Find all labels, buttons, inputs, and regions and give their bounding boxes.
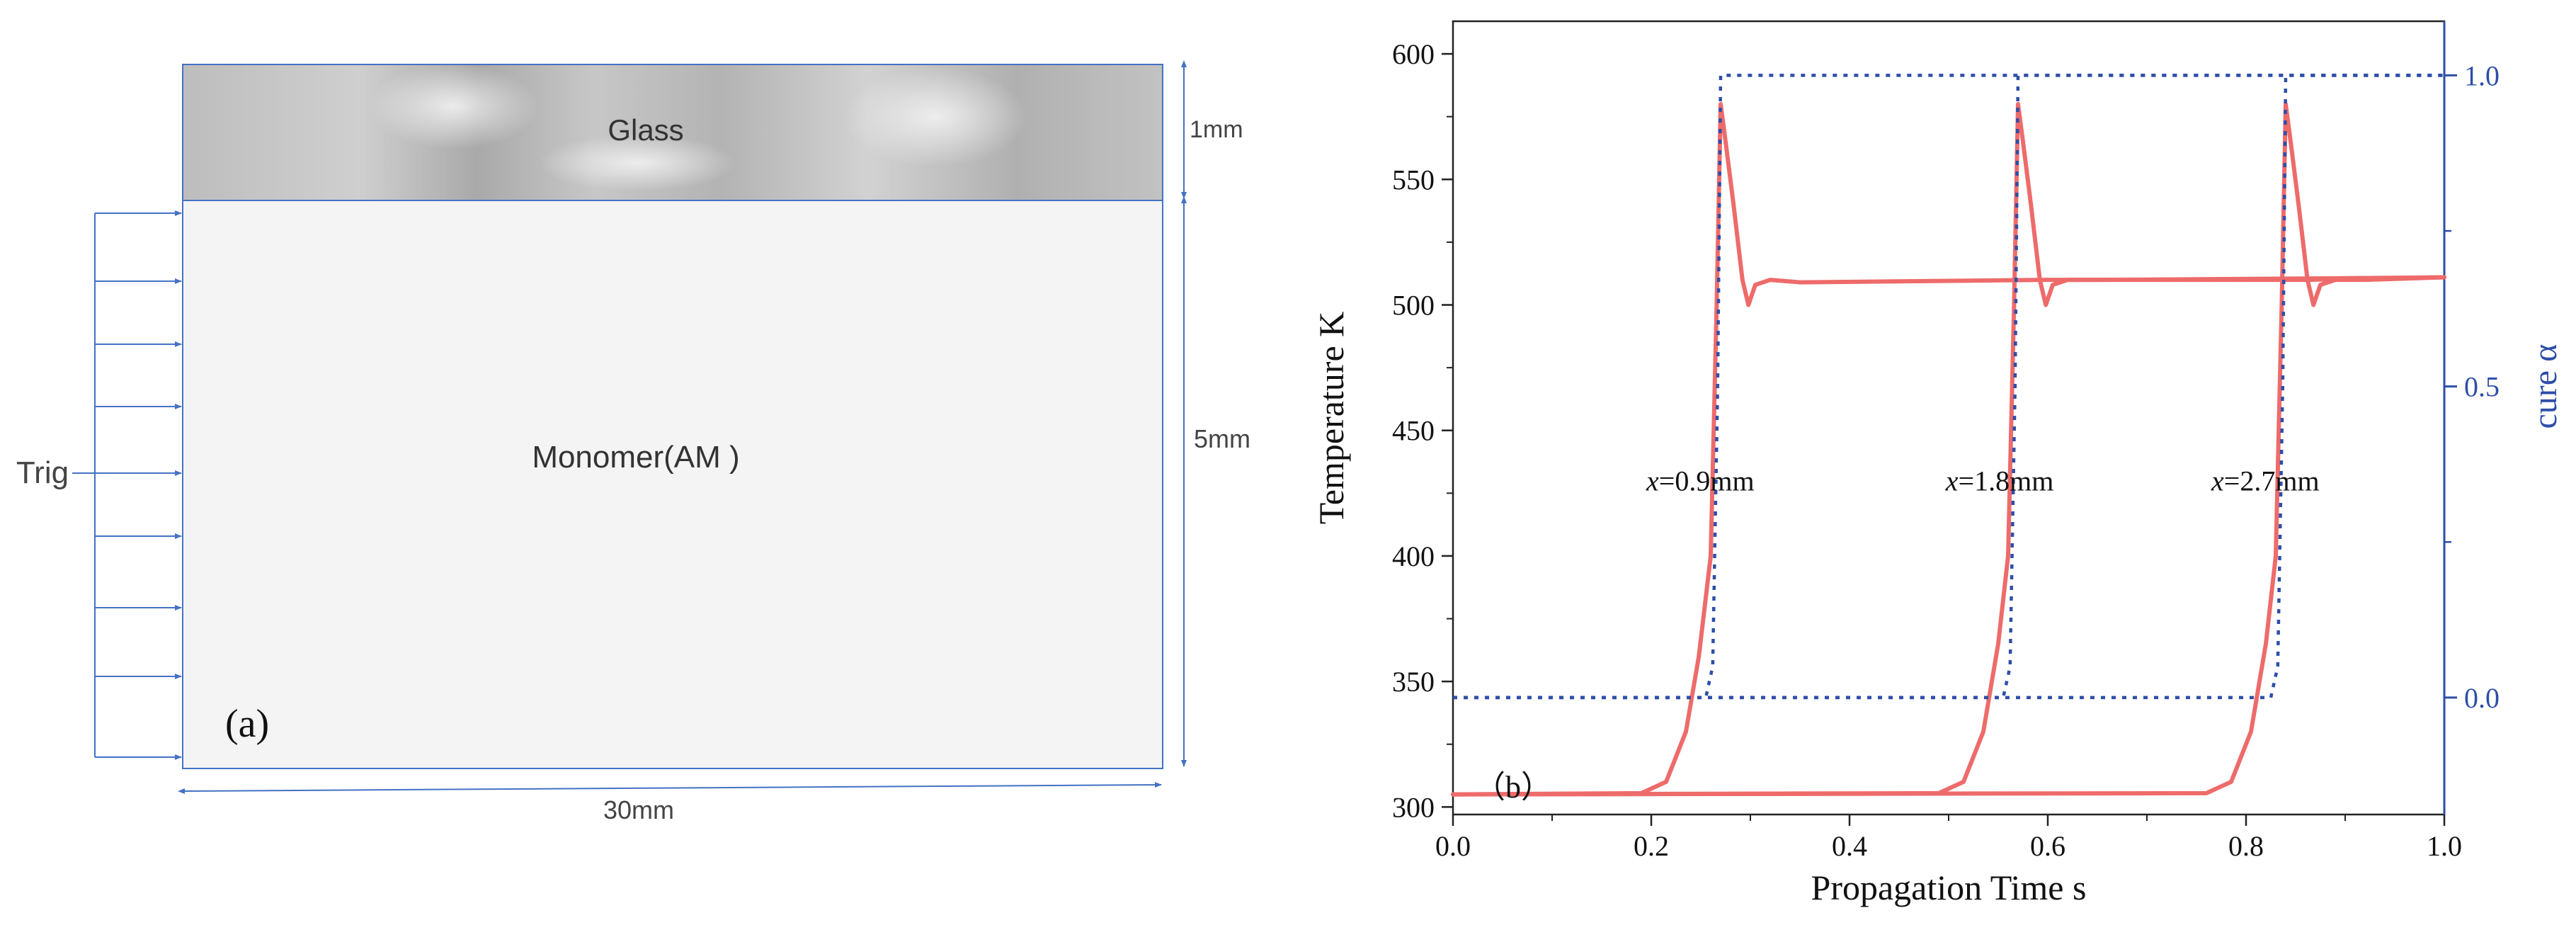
x-tick-label: 1.0: [2427, 830, 2462, 862]
temperature-series-line: [1451, 102, 2446, 797]
annotations: x=0.9mm x=1.8mm x=2.7mm: [1646, 465, 2320, 497]
x-tick-label: 0.2: [1634, 830, 1669, 862]
glass-shine-2: [843, 67, 1027, 166]
x-axis-ticks: 0.0 0.2 0.4 0.6 0.8 1.0: [1435, 815, 2462, 862]
y2-axis-ticks: 0.0 0.5 1.0: [2444, 59, 2500, 714]
y-tick-label: 600: [1392, 38, 1435, 70]
y-tick-label: 300: [1392, 791, 1435, 823]
panel-a-schematic: Glass Monomer(AM ) (a) Trig 1mm 5mm 30mm: [16, 60, 1250, 824]
y-axis-ticks: 300 350 400 450 500 550 600: [1392, 38, 1453, 823]
position-annotation: x=0.9mm: [1646, 465, 1755, 497]
x-axis-label: Propagation Time s: [1811, 868, 2087, 907]
width-dimension-label: 30mm: [603, 795, 674, 824]
temperature-series-line: [1451, 102, 2446, 797]
panel-a-label: (a): [225, 702, 269, 746]
panel-b-chart: 0.0 0.2 0.4 0.6 0.8 1.0 300 350 400 450 500 550 600…: [1311, 20, 2564, 907]
y2-tick-label: 1.0: [2464, 59, 2500, 91]
panel-b-label: （b）: [1474, 770, 1552, 805]
plot-frame: [1452, 20, 2446, 816]
x-tick-label: 0.6: [2030, 830, 2065, 862]
y-tick-label: 450: [1392, 415, 1435, 447]
plot-area: [1452, 20, 2446, 816]
x-tick-label: 0.8: [2228, 830, 2264, 862]
x-tick-label: 0.0: [1435, 830, 1471, 862]
y-tick-label: 400: [1392, 540, 1435, 572]
x-tick-label: 0.4: [1832, 830, 1867, 862]
y2-tick-label: 0.5: [2464, 371, 2500, 403]
glass-shine-1: [368, 64, 538, 149]
trig-label: Trig: [16, 455, 69, 490]
monomer-label: Monomer(AM ): [532, 440, 739, 475]
y2-tick-label: 0.0: [2464, 682, 2500, 714]
temperature-series-line: [1451, 102, 2446, 797]
position-annotation: x=2.7mm: [2211, 465, 2320, 497]
glass-shine-3: [538, 135, 736, 191]
y2-axis-label: cure α: [2526, 344, 2564, 429]
glass-dimension-label: 1mm: [1190, 116, 1243, 143]
position-annotation: x=1.8mm: [1945, 465, 2054, 497]
glass-label: Glass: [608, 113, 683, 147]
series-group: [1451, 74, 2446, 797]
y-axis-label: Temperature K: [1311, 312, 1351, 525]
trig-arrows: [95, 210, 182, 760]
cure-series-line: [1453, 74, 2444, 700]
width-dimension-line: [178, 782, 1162, 794]
y-tick-label: 550: [1392, 164, 1435, 195]
monomer-dimension-label: 5mm: [1194, 424, 1250, 453]
monomer-layer: [182, 200, 1163, 769]
y-tick-label: 350: [1392, 666, 1435, 698]
y-tick-label: 500: [1392, 290, 1435, 322]
